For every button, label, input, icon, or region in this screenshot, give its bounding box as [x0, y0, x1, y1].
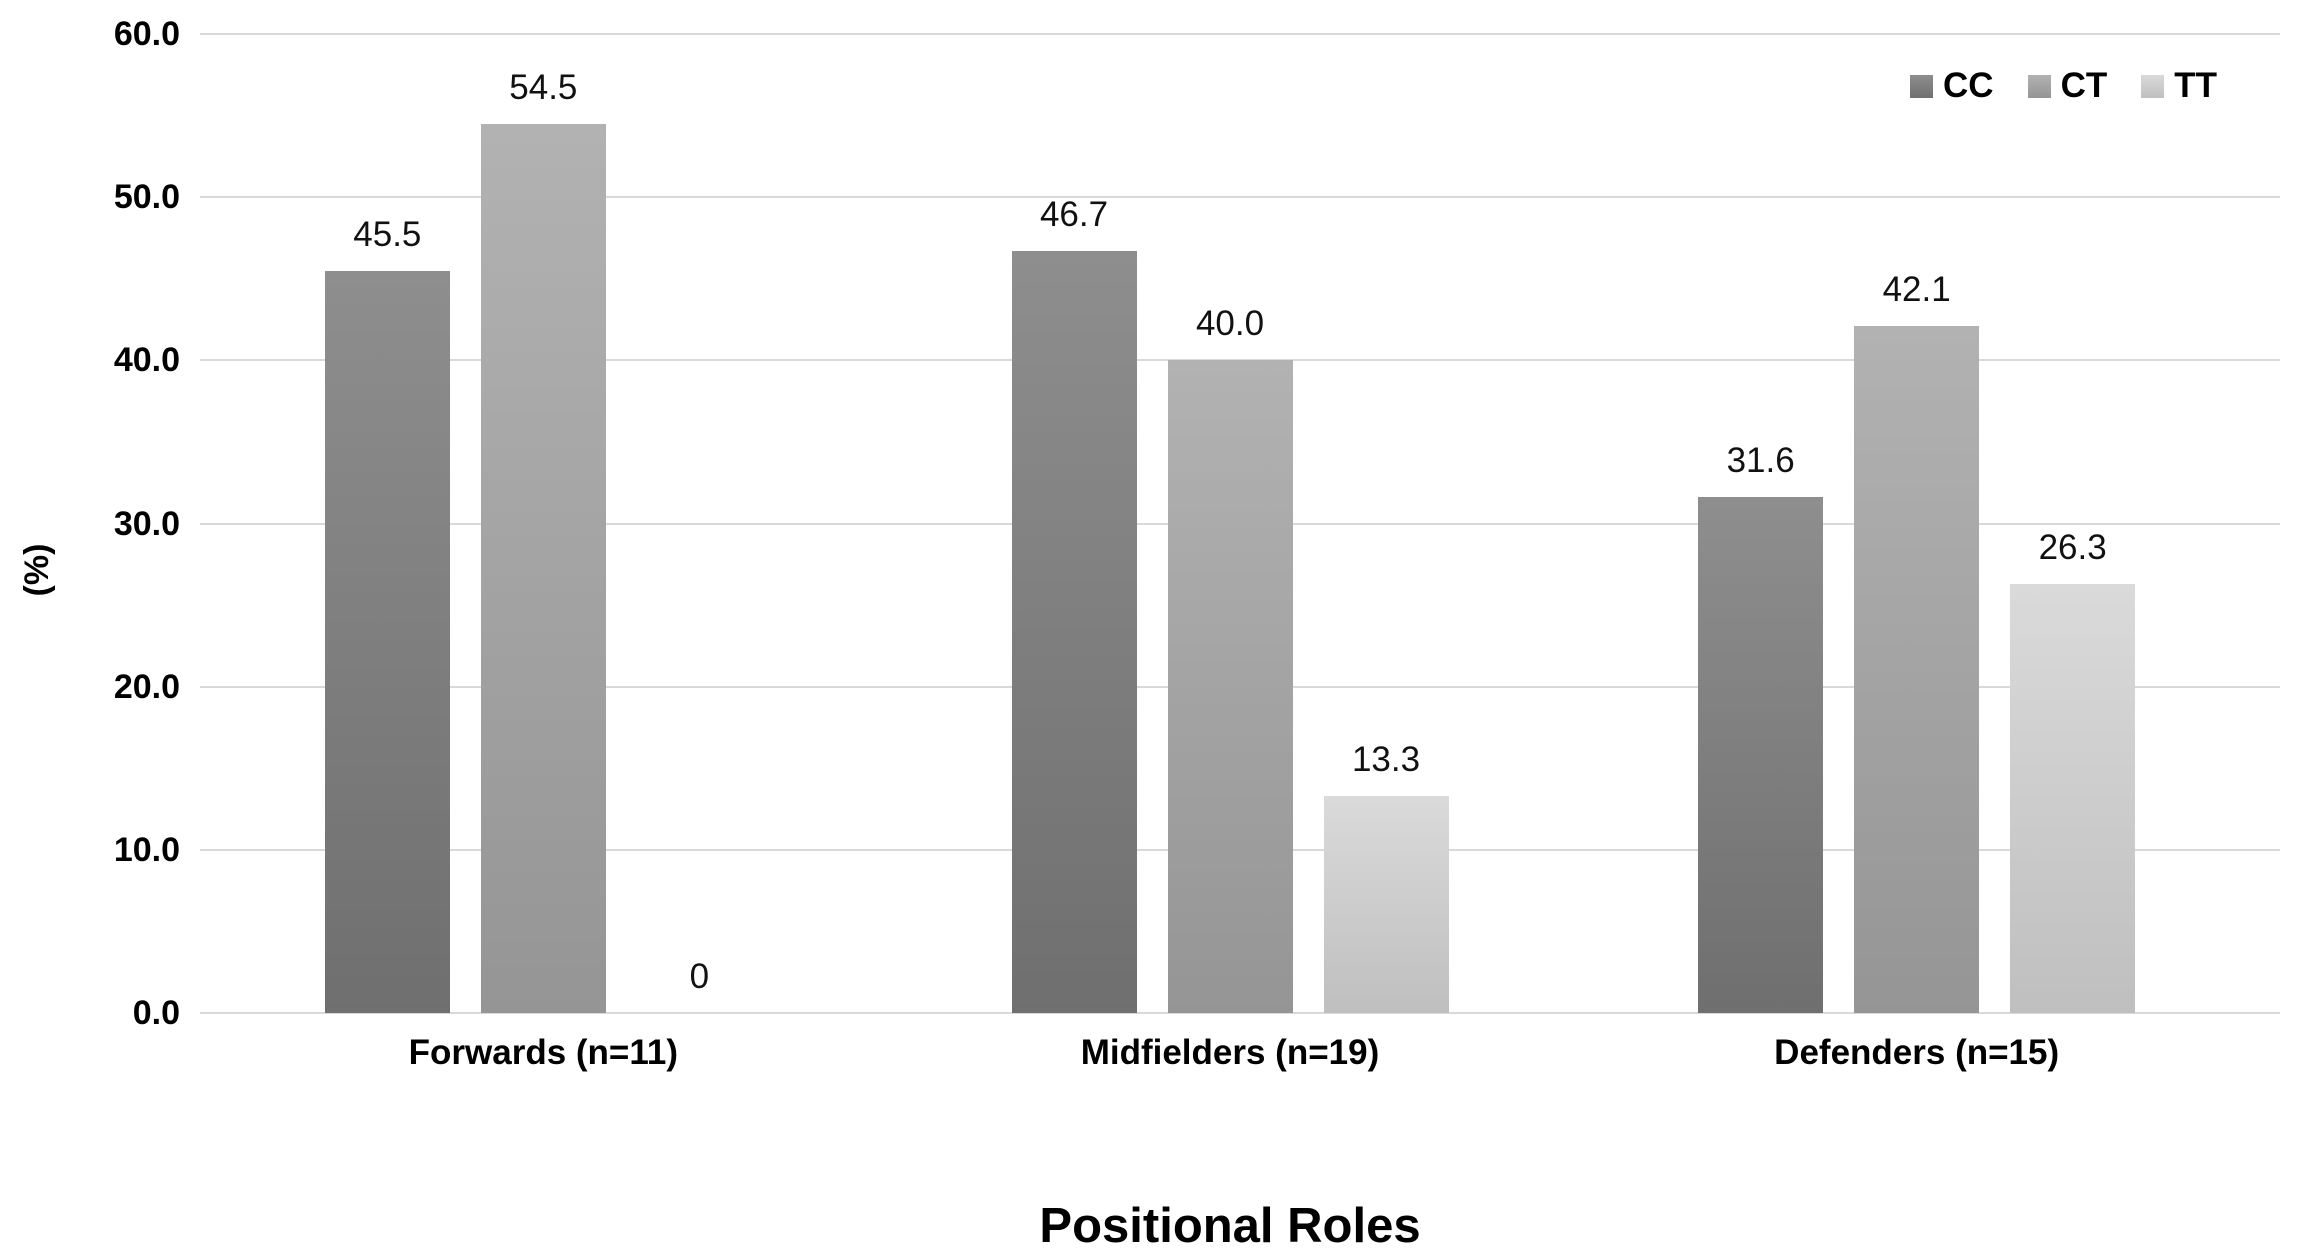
bar-ct-1	[480, 123, 606, 1013]
x-axis-line	[200, 1012, 2280, 1014]
x-axis-title: Positional Roles	[1039, 1199, 1421, 1253]
y-tick-label: 10.0	[113, 830, 180, 869]
bar-tt-3	[2010, 583, 2136, 1013]
y-tick-label: 60.0	[113, 15, 180, 53]
bar-ct-2	[1167, 360, 1293, 1013]
gridline	[200, 33, 2280, 35]
legend-item-tt: TT	[2141, 66, 2217, 106]
bar-value-label: 46.7	[1039, 195, 1109, 234]
y-tick-label: 20.0	[113, 667, 180, 706]
bar-value-label: 26.3	[2038, 527, 2107, 567]
legend-swatch-tt-icon	[2141, 74, 2165, 98]
x-category-label: Defenders (n=15)	[1774, 1033, 2060, 1072]
bar-value-label: 54.5	[509, 67, 578, 107]
x-category-label: Forwards (n=11)	[408, 1033, 679, 1072]
y-tick-label: 40.0	[113, 341, 180, 380]
y-axis-title: (%)	[18, 543, 56, 597]
bar-value-label: 31.6	[1726, 441, 1795, 481]
legend-item-ct: CT	[2027, 66, 2108, 106]
bar-cc-1	[324, 270, 450, 1013]
legend-item-cc: CC	[1910, 66, 1994, 106]
gridline	[200, 196, 2280, 199]
bar-value-label: 45.5	[353, 214, 422, 254]
bar-value-label: 0	[689, 957, 710, 996]
y-tick-label: 30.0	[113, 504, 180, 543]
x-category-label: Midfielders (n=19)	[1080, 1033, 1380, 1072]
legend-label: TT	[2174, 66, 2217, 105]
bar-cc-3	[1698, 497, 1824, 1013]
bar-value-label: 42.1	[1882, 270, 1951, 310]
legend-label: CC	[1943, 66, 1994, 105]
bar-ct-3	[1854, 326, 1980, 1013]
legend-swatch-ct-icon	[2027, 74, 2051, 98]
bar-value-label: 13.3	[1351, 739, 1421, 779]
bar-value-label: 40.0	[1195, 304, 1265, 344]
y-tick-label: 0.0	[132, 994, 180, 1032]
legend: CC CT TT	[1910, 66, 2217, 106]
bar-cc-2	[1011, 251, 1137, 1013]
legend-label: CT	[2060, 66, 2108, 105]
y-tick-label: 50.0	[113, 178, 180, 217]
legend-swatch-cc-icon	[1910, 74, 1934, 98]
bar-tt-2	[1323, 795, 1449, 1013]
